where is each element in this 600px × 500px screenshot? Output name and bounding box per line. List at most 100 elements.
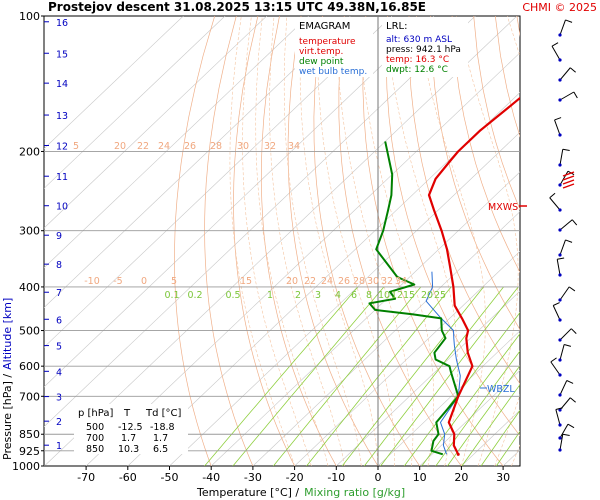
wbzl-marker: WBZL (487, 384, 515, 395)
lrl-press: press: 942.1 hPa (386, 45, 461, 55)
wind-barb-icon (558, 397, 576, 412)
mixing-ratio-label: 0.5 (225, 290, 240, 301)
adiabat-label: 28 (210, 141, 222, 152)
wind-barb-icon (558, 67, 576, 82)
chart-title: Prostejov descent 31.08.2025 13:15 UTC 4… (48, 0, 426, 14)
isotherm-line (169, 131, 520, 466)
wind-barb-icon (556, 257, 565, 277)
table-header-t: T (123, 408, 131, 419)
wind-barb-icon (558, 380, 574, 397)
isotherm-line (210, 171, 520, 466)
adiabat-label: 28 (353, 276, 365, 287)
mixing-ratio-label: 4 (335, 290, 341, 301)
table-cell: 1.7 (153, 433, 168, 444)
profile-series (368, 96, 520, 456)
x-axis-label: Temperature [°C] / Mixing ratio [g/kg] (196, 486, 405, 499)
altitude-tick-label: 15 (56, 49, 68, 60)
wind-barb-icon (554, 117, 562, 137)
temperature-tick-label: -40 (202, 471, 220, 484)
wind-barb-icon (558, 286, 576, 302)
adiabat-label: 20 (114, 141, 126, 152)
wind-barb-icon (558, 219, 578, 232)
adiabat-label: 5 (73, 141, 79, 152)
mixing-ratio-label: 8 (366, 290, 372, 301)
x-axis-label-mixing: Mixing ratio [g/kg] (304, 486, 405, 499)
adiabat-label: 0 (141, 276, 147, 287)
dry-adiabat-line (473, 16, 520, 211)
table-header-td: Td [°C] (145, 408, 182, 419)
adiabat-label: 30 (367, 276, 379, 287)
temperature-tick-label: 10 (413, 471, 427, 484)
adiabat-label: 32 (381, 276, 393, 287)
isotherm-line (44, 16, 351, 308)
adiabat-label: 15 (240, 276, 252, 287)
moist-adiabat-line (511, 444, 520, 466)
altitude-tick-label: 8 (56, 260, 62, 271)
lrl-background (382, 17, 468, 77)
altitude-tick-label: 4 (56, 367, 62, 378)
mixing-ratio-line (495, 430, 520, 466)
legend-wet-bulb: wet bulb temp. (299, 67, 367, 77)
mixing-ratio-label: 6 (351, 290, 357, 301)
temperature-tick-label: -60 (119, 471, 137, 484)
isotherm-line (127, 92, 520, 466)
pressure-tick-label: 300 (19, 225, 40, 238)
altitude-tick-label: 14 (56, 79, 68, 90)
adiabat-label: 5 (171, 276, 177, 287)
temperature-tick-label: -30 (244, 471, 262, 484)
table-cell: 10.3 (118, 444, 139, 455)
wet-bulb-temp-line (425, 271, 461, 455)
adiabat-label: 34 (288, 141, 300, 152)
adiabat-label: 22 (137, 141, 149, 152)
wind-barbs (549, 19, 578, 452)
altitude-tick-label: 12 (56, 142, 68, 153)
temperature-tick-label: -50 (161, 471, 179, 484)
dry-adiabat-line (451, 16, 520, 273)
wind-barb-icon (558, 344, 572, 362)
level-table: p [hPa] T Td [°C] 500 -12.5 -18.8 700 1.… (74, 404, 188, 455)
adiabat-label: -10 (84, 276, 100, 287)
altitude-tick-label: 5 (56, 342, 62, 353)
dry-adiabat-line (516, 16, 520, 38)
table-cell: 850 (86, 444, 104, 455)
dry-adiabat-line (430, 16, 520, 331)
adiabat-label: -5 (113, 276, 122, 287)
isotherm-line (44, 16, 434, 388)
adiabat-label: 34 (395, 276, 407, 287)
mixing-ratio-line (480, 409, 520, 466)
pressure-tick-label: 100 (19, 10, 40, 23)
altitude-tick-label: 10 (56, 202, 68, 213)
dew-point-line (368, 141, 460, 456)
lrl-dwpt: dwpt: 12.6 °C (386, 65, 448, 75)
chart-labels: 1002003004005006007008509251000123456789… (12, 10, 510, 484)
altitude-tick-label: 3 (56, 393, 62, 404)
isotherm-line (44, 16, 476, 428)
adiabat-label: 26 (184, 141, 196, 152)
credit-label: CHMI © 2025 (522, 1, 597, 14)
legend-heading: EMAGRAM (299, 21, 350, 32)
table-cell: -18.8 (150, 422, 175, 433)
mixing-ratio-label: 3 (315, 290, 321, 301)
legend-box (295, 17, 373, 77)
legend-virt-temp: virt.temp. (299, 47, 343, 57)
y-axis-label: Pressure [hPa] / Altitude [km] (1, 298, 14, 460)
lrl-heading: LRL: (386, 21, 407, 32)
pressure-tick-label: 1000 (12, 460, 40, 473)
mixing-ratio-label: 12 (391, 290, 403, 301)
temperature-tick-label: 20 (454, 471, 468, 484)
temperature-tick-label: -70 (77, 471, 95, 484)
table-header-p: p [hPa] (78, 408, 113, 419)
wind-barb-icon (549, 192, 562, 212)
table-cell: 700 (86, 433, 104, 444)
pressure-tick-label: 925 (19, 445, 40, 458)
table-cell: 500 (86, 422, 104, 433)
altitude-tick-label: 1 (56, 441, 62, 452)
temperature-line (427, 96, 520, 455)
table-cell: -12.5 (118, 422, 143, 433)
table-cell: 1.7 (121, 433, 136, 444)
isotherm-line (85, 52, 520, 466)
isotherm-line (44, 16, 393, 348)
isotherm-line (44, 16, 184, 150)
mixing-ratio-label: 15 (403, 290, 415, 301)
wind-barb-icon (558, 148, 570, 167)
